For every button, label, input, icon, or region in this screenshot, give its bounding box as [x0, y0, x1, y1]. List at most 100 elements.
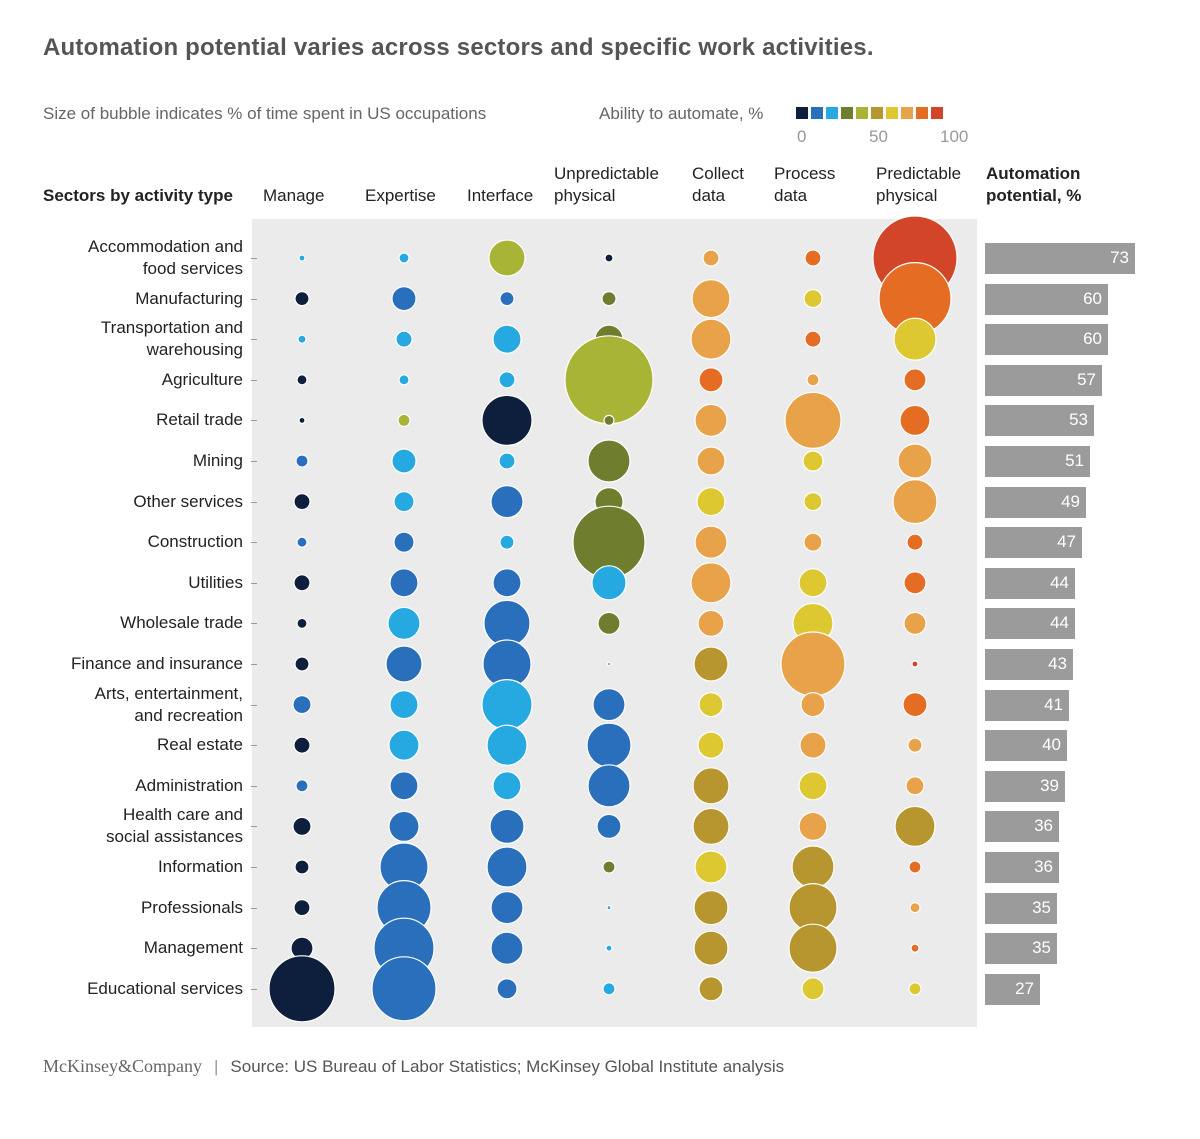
bubble-r5-c6 — [897, 443, 933, 479]
sector-label: Retail trade — [156, 409, 243, 431]
bubble-r2-c0 — [297, 334, 307, 344]
legend-tick-100: 100 — [940, 127, 969, 146]
bubble-r5-c4 — [696, 446, 726, 476]
row-tick — [251, 623, 257, 625]
row-tick — [251, 258, 257, 259]
bubble-r11-c5 — [800, 691, 826, 718]
bubble-r3-c2 — [498, 371, 516, 389]
potential-header: Automation potential, % — [986, 163, 1081, 207]
bubble-r11-c4 — [698, 691, 724, 718]
sector-label: Manufacturing — [135, 288, 243, 310]
potential-bar: 43 — [985, 649, 1073, 680]
potential-bar: 60 — [985, 324, 1108, 356]
bubble-r3-c1 — [398, 374, 410, 386]
bubble-r17-c2 — [490, 931, 524, 965]
sector-label: Construction — [148, 531, 243, 553]
legend-title: Ability to automate, % — [599, 104, 764, 123]
bubble-r8-c1 — [389, 568, 419, 598]
bubble-r7-c1 — [393, 531, 415, 553]
column-header-line1: Collect — [692, 164, 744, 183]
bubble-r1-c4 — [691, 279, 731, 319]
potential-bar: 39 — [985, 770, 1065, 802]
bubble-r0-c4 — [702, 249, 720, 267]
column-header-6: Predictable physical — [876, 163, 961, 207]
sector-label-line1: Accommodation and — [88, 237, 243, 256]
bubble-r17-c3 — [605, 944, 613, 952]
bubble-r8-c2 — [492, 568, 522, 598]
bubble-r1-c2 — [499, 291, 515, 307]
sector-label-line1: Health care and — [122, 805, 243, 825]
bubble-r13-c4 — [692, 767, 730, 805]
bubble-r12-c0 — [293, 736, 311, 754]
sector-label-line1: Professionals — [140, 897, 243, 917]
bubble-r15-c4 — [694, 850, 728, 884]
legend-tick-0: 0 — [797, 127, 807, 146]
bubble-r12-c4 — [697, 731, 725, 759]
bubble-r2-c2 — [492, 324, 522, 354]
bubble-r4-c1 — [397, 413, 411, 427]
bubble-r13-c2 — [492, 771, 522, 801]
bubble-r10-c1 — [385, 645, 423, 683]
bubble-r9-c4 — [697, 609, 725, 638]
sector-label: Accommodation and food services — [88, 236, 243, 280]
bubble-r4-c6 — [899, 404, 931, 436]
row-tick — [251, 542, 257, 544]
potential-bar-value: 53 — [1069, 410, 1088, 430]
bubble-r8-c6 — [903, 571, 927, 595]
potential-bar-value: 36 — [1034, 857, 1053, 876]
bubble-r11-c0 — [292, 694, 312, 715]
potential-bar-value: 35 — [1032, 938, 1051, 958]
bubble-r10-c0 — [294, 656, 310, 672]
bubble-r16-c2 — [490, 890, 524, 925]
publisher-logo: McKinsey&Company — [43, 1056, 202, 1076]
bubble-r18-c0 — [268, 955, 336, 1023]
bubble-r11-c6 — [902, 691, 928, 718]
bubble-r3-c3 — [564, 335, 654, 425]
potential-bar-value: 49 — [1061, 491, 1080, 511]
potential-bar-value: 39 — [1040, 775, 1059, 795]
bubble-r3-c6 — [903, 368, 927, 392]
legend-swatch-0 — [796, 107, 808, 119]
column-header-1: Expertise — [365, 163, 436, 207]
row-tick — [251, 298, 257, 300]
source-note: Source: US Bureau of Labor Statistics; M… — [230, 1056, 785, 1076]
sector-label-line1: Arts, entertainment, — [94, 683, 243, 703]
bubble-r9-c1 — [387, 606, 421, 641]
row-tick — [251, 582, 257, 584]
bubble-r11-c3 — [592, 687, 626, 722]
bubble-r12-c2 — [486, 724, 528, 766]
legend-swatch-7 — [901, 107, 913, 119]
legend-tick-50: 50 — [869, 127, 888, 146]
row-axis-header: Sectors by activity type — [43, 186, 233, 205]
bubble-r14-c2 — [489, 808, 525, 845]
bubble-r15-c0 — [294, 859, 310, 875]
bubble-r0-c1 — [398, 252, 410, 264]
bubble-r0-c5 — [804, 249, 822, 267]
sector-label-line1: Finance and insurance — [70, 654, 243, 673]
legend-swatch-4 — [856, 107, 868, 119]
color-legend — [796, 107, 943, 119]
sector-label: Professionals — [141, 897, 243, 919]
bubble-r4-c5 — [784, 391, 842, 449]
bubble-r1-c0 — [294, 291, 310, 307]
bubble-r17-c5 — [788, 923, 838, 973]
sector-label-line1: Management — [143, 938, 243, 958]
sector-label-line1: Manufacturing — [135, 288, 243, 308]
potential-bar-value: 73 — [1110, 248, 1129, 267]
row-tick — [251, 988, 257, 990]
column-header-line2: data — [774, 186, 808, 205]
bubble-r14-c1 — [388, 810, 420, 843]
potential-header-line2: potential, % — [986, 186, 1082, 205]
bubble-r14-c4 — [692, 807, 730, 846]
sector-label-line1: Transportation and — [100, 318, 243, 338]
legend-swatch-8 — [916, 107, 928, 119]
potential-bar: 57 — [985, 364, 1102, 396]
bubble-r2-c5 — [804, 330, 822, 348]
column-header-line2: Manage — [263, 186, 325, 205]
sector-label-line1: Agriculture — [161, 369, 243, 389]
potential-bar: 35 — [985, 933, 1057, 965]
potential-bar-value: 51 — [1065, 451, 1084, 470]
potential-bar-value: 27 — [1015, 978, 1034, 998]
bubble-r16-c6 — [909, 901, 921, 914]
